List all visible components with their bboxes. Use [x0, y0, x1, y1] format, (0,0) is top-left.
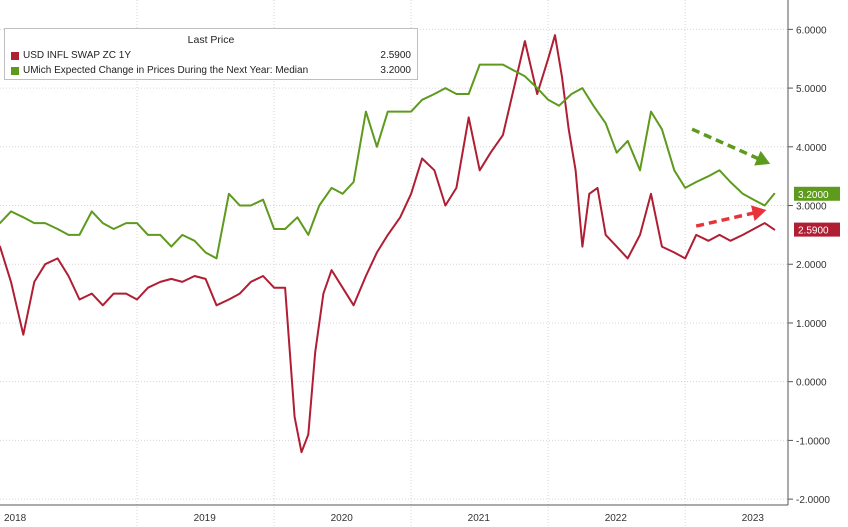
legend-item-umich: UMich Expected Change in Prices During t…	[11, 64, 411, 77]
x-axis: 2018 2019 2020 2021 2022 2023	[0, 504, 788, 524]
legend-label-umich: UMich Expected Change in Prices During t…	[23, 65, 309, 76]
legend-value-swap: 2.5900	[380, 50, 411, 61]
series-line-swap	[0, 34, 776, 454]
trend-arrow-swap-head	[751, 205, 767, 221]
chart-legend: Last Price USD INFL SWAP ZC 1Y 2.5900 UM…	[4, 28, 418, 80]
y-tick-label: 5.0000	[796, 84, 827, 95]
badge-label-umich: 3.2000	[798, 190, 829, 201]
x-tick-label: 2018	[4, 513, 27, 524]
last-value-badges: 2.5900 3.2000	[794, 186, 840, 237]
x-tick-label: 2019	[194, 513, 217, 524]
y-tick-label: 6.0000	[796, 25, 827, 36]
legend-swatch-swap	[11, 51, 19, 60]
y-tick-label: -2.0000	[796, 495, 830, 506]
legend-value-umich: 3.2000	[380, 65, 411, 76]
x-tick-label: 2022	[605, 513, 628, 524]
trend-arrow-umich-head	[754, 150, 771, 166]
x-tick-label: 2020	[331, 513, 354, 524]
y-tick-label: 1.0000	[796, 319, 827, 330]
badge-umich	[794, 186, 840, 201]
legend-title: Last Price	[187, 34, 235, 46]
y-axis: -2.0000 -1.0000 0.0000 1.0000 2.0000 3.0000 4.…	[787, 0, 830, 506]
series-line-umich	[0, 63, 776, 260]
chart-series	[0, 34, 776, 454]
x-tick-label: 2023	[742, 513, 765, 524]
trend-arrow-umich-shaft	[691, 127, 766, 164]
legend-swatch-umich	[11, 66, 19, 75]
trend-arrows	[691, 127, 771, 228]
y-tick-label: -1.0000	[796, 436, 830, 447]
y-tick-label: 4.0000	[796, 143, 827, 154]
chart-grid	[0, 0, 788, 527]
trend-arrow-swap-shaft	[695, 209, 761, 228]
y-tick-label: 2.0000	[796, 260, 827, 271]
y-tick-label: 3.0000	[796, 202, 827, 213]
legend-item-swap: USD INFL SWAP ZC 1Y 2.5900	[11, 49, 411, 62]
legend-label-swap: USD INFL SWAP ZC 1Y	[23, 50, 131, 61]
badge-label-swap: 2.5900	[798, 226, 829, 237]
y-tick-label: 0.0000	[796, 378, 827, 389]
badge-swap	[794, 222, 840, 237]
x-tick-label: 2021	[468, 513, 491, 524]
